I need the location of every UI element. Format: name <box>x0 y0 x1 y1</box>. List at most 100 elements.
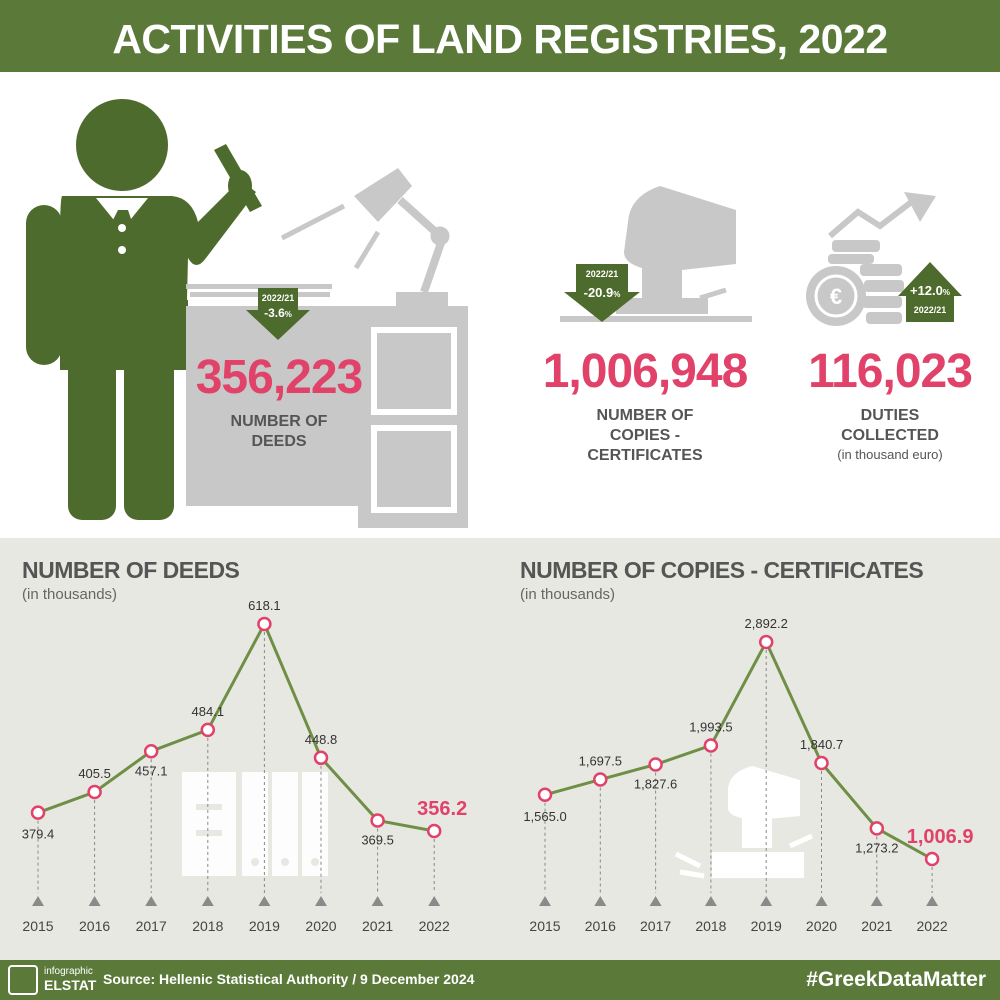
deeds-badge-change-unit: % <box>284 310 292 319</box>
copies-tick-marker-icon <box>926 896 939 906</box>
duties-label-line1: DUTIES <box>860 407 920 424</box>
copies-tick-marker-icon <box>760 896 773 906</box>
copies-data-point <box>593 772 608 787</box>
deeds-badge-arrow <box>246 288 310 340</box>
copies-data-point <box>814 755 829 771</box>
deeds-chart-title: NUMBER OF DEEDS <box>22 557 240 583</box>
deeds-tick-marker-icon <box>371 896 384 906</box>
deeds-tick-marker-icon <box>88 896 101 906</box>
deeds-tick-marker-icon <box>428 896 441 906</box>
copies-data-label: 1,565.0 <box>523 809 566 824</box>
deeds-x-tick-label: 2021 <box>362 918 393 934</box>
deeds-x-tick-label: 2020 <box>305 918 336 934</box>
source-text: Source: Hellenic Statistical Authority /… <box>103 971 475 987</box>
deeds-data-label: 618.1 <box>248 598 281 613</box>
copies-badge-change-unit: % <box>613 290 621 299</box>
deeds-data-point <box>143 744 159 759</box>
person-shirt-icon <box>96 198 148 254</box>
deeds-data-label: 379.4 <box>22 827 55 842</box>
elstat-logo-icon <box>8 965 38 995</box>
person-icon <box>26 99 262 520</box>
deeds-x-tick-label: 2015 <box>22 918 53 934</box>
deeds-data-label: 369.5 <box>361 832 394 847</box>
deeds-x-tick-label: 2016 <box>79 918 110 934</box>
deeds-data-label: 448.8 <box>305 732 338 747</box>
copies-data-label-highlight: 1,006.9 <box>907 826 974 848</box>
duties-label: DUTIES COLLECTED <box>800 406 980 446</box>
copies-tick-marker-icon <box>704 896 717 906</box>
copies-badge-period: 2022/21 <box>585 269 619 279</box>
copies-data-point <box>758 634 774 650</box>
duties-badge-change: +12.0% <box>900 284 960 297</box>
footer-bar: infographic ELSTAT Source: Hellenic Stat… <box>0 960 1000 1000</box>
deeds-label-line2: DEEDS <box>251 433 307 450</box>
deeds-badge-change: -3.6% <box>254 307 302 319</box>
copies-label-line1: NUMBER OF <box>596 407 694 424</box>
page-title: ACTIVITIES OF LAND REGISTRIES, 2022 <box>112 16 888 62</box>
euro-icon: € <box>814 274 858 318</box>
copies-chart-title: NUMBER OF COPIES - CERTIFICATES <box>520 557 924 583</box>
copies-series-line <box>544 638 933 861</box>
copies-x-tick-label: 2016 <box>585 918 616 934</box>
copies-data-label: 2,892.2 <box>745 616 788 631</box>
deeds-tick-marker-icon <box>315 896 327 906</box>
copies-data-point <box>648 757 663 772</box>
deeds-x-tick-label: 2018 <box>192 918 223 934</box>
copies-badge-arrow <box>564 264 640 322</box>
deeds-data-point <box>370 813 385 828</box>
duties-badge-change-value: +12.0 <box>909 283 943 298</box>
deeds-data-label: 405.5 <box>78 766 111 781</box>
deeds-label-line1: NUMBER OF <box>230 413 328 430</box>
deeds-data-label: 457.1 <box>135 763 168 778</box>
copies-data-point <box>537 787 553 803</box>
deeds-data-point <box>426 823 442 839</box>
copies-badge-change: -20.9% <box>572 286 632 299</box>
deeds-badge-change-value: -3.6 <box>264 306 285 320</box>
deeds-data-label: 484.1 <box>192 704 225 719</box>
deeds-data-label-highlight: 356.2 <box>417 798 467 820</box>
logo-small-text: infographic <box>44 966 93 977</box>
charts-panel <box>0 538 1000 960</box>
deeds-label: NUMBER OF DEEDS <box>186 412 372 452</box>
top-illustration: € <box>26 99 962 528</box>
copies-tick-marker-icon <box>649 896 662 906</box>
copies-label-line2: COPIES - <box>609 427 681 444</box>
copies-x-tick-label: 2015 <box>529 918 560 934</box>
copies-x-tick-label: 2017 <box>640 918 671 934</box>
binders-detail-icon <box>196 804 319 866</box>
copies-data-point <box>869 821 885 836</box>
copies-x-tick-label: 2019 <box>751 918 782 934</box>
deeds-value: 356,223 <box>195 351 364 404</box>
copies-x-tick-label: 2020 <box>806 918 837 934</box>
copies-data-label: 1,840.7 <box>800 737 843 752</box>
deeds-tick-marker-icon <box>201 896 214 906</box>
deeds-chart-subtitle: (in thousands) <box>22 586 118 603</box>
copies-label: NUMBER OF COPIES - CERTIFICATES <box>560 406 730 466</box>
deeds-x-tick-label: 2019 <box>249 918 280 934</box>
copies-tick-marker-icon <box>539 896 551 906</box>
copies-tick-marker-icon <box>870 896 883 906</box>
deeds-data-point <box>313 750 329 766</box>
logo-big-text: ELSTAT <box>44 977 97 993</box>
copies-data-point <box>924 851 940 867</box>
deeds-data-point <box>257 616 272 632</box>
duties-badge-period: 2022/21 <box>913 305 947 315</box>
copies-label-line3: CERTIFICATES <box>587 447 703 464</box>
copies-data-label: 1,273.2 <box>855 840 898 855</box>
svg-text:€: € <box>830 284 842 309</box>
copies-tick-marker-icon <box>594 896 607 906</box>
copies-data-label: 1,697.5 <box>579 754 622 769</box>
deeds-x-tick-label: 2017 <box>136 918 167 934</box>
lamp-icon <box>280 168 450 294</box>
duties-value: 116,023 <box>808 345 973 398</box>
duties-badge-change-unit: % <box>942 288 951 297</box>
deeds-data-point <box>200 722 216 738</box>
copies-badge-change-value: -20.9 <box>583 285 614 300</box>
copies-chart-subtitle: (in thousands) <box>520 586 616 603</box>
trend-arrow-icon <box>828 192 936 239</box>
duties-label-line2: COLLECTED <box>841 427 939 444</box>
copies-data-point <box>703 738 719 753</box>
copies-x-tick-label: 2022 <box>917 918 948 934</box>
deeds-tick-marker-icon <box>32 896 44 906</box>
